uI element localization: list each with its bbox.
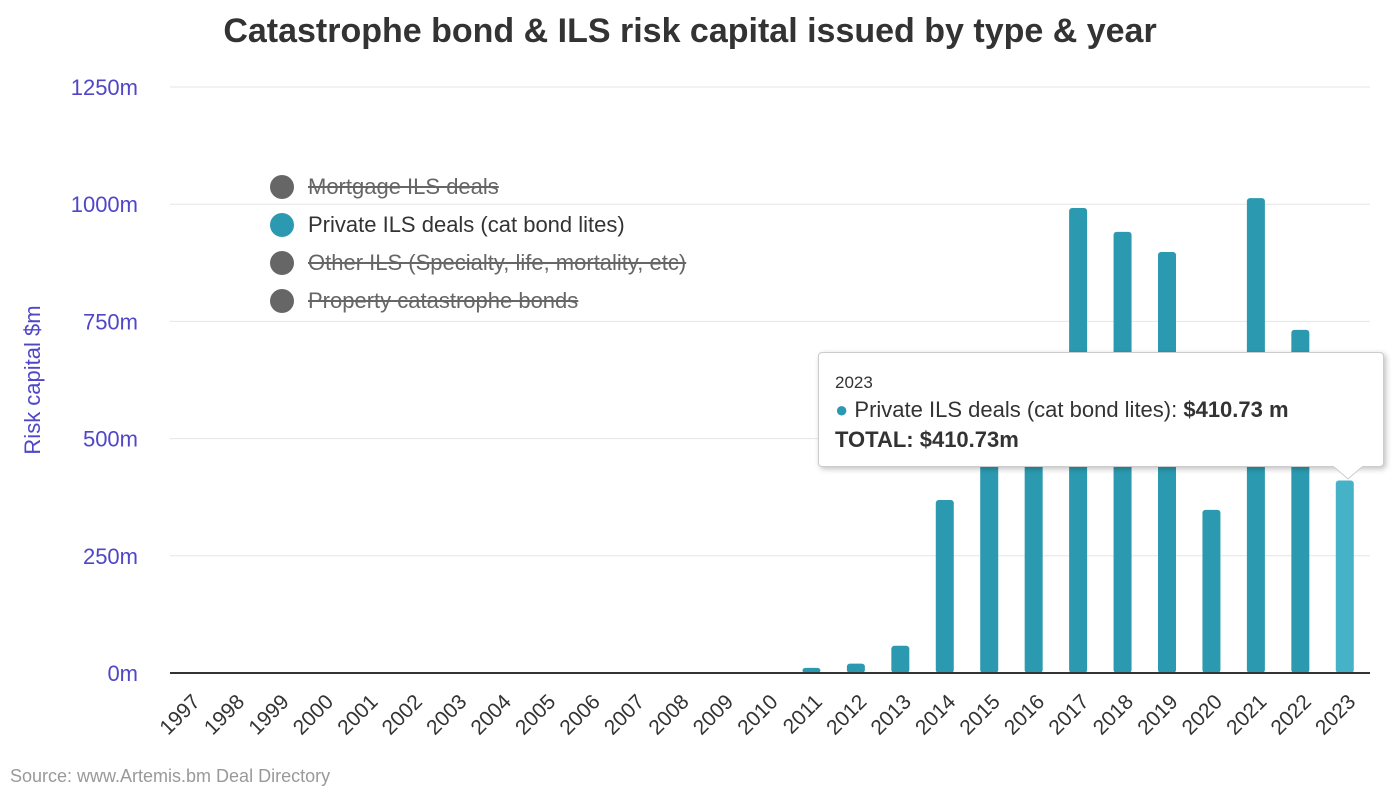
tooltip-series-value: $410.73 m — [1183, 397, 1289, 422]
legend-label: Property catastrophe bonds — [308, 288, 579, 313]
x-tick-label: 2011 — [779, 690, 827, 738]
legend-item[interactable]: Property catastrophe bonds — [270, 282, 686, 320]
x-tick-label: 2016 — [1000, 690, 1049, 739]
chart-title: Catastrophe bond & ILS risk capital issu… — [223, 12, 1157, 50]
x-tick-label: 2020 — [1178, 690, 1227, 739]
x-tick-label: 2000 — [289, 690, 338, 739]
x-tick-label: 2010 — [733, 690, 782, 739]
source-credit[interactable]: Source: www.Artemis.bm Deal Directory — [10, 766, 331, 786]
x-tick-label: 2022 — [1267, 690, 1316, 739]
x-tick-label: 2001 — [333, 690, 382, 739]
tooltip-year: 2023 — [835, 373, 873, 392]
x-tick-label: 1998 — [200, 690, 249, 739]
x-tick-label: 2015 — [955, 690, 1004, 739]
legend-marker-icon — [270, 213, 294, 237]
y-tick-label: 750m — [83, 309, 138, 334]
tooltip: 2023 ● Private ILS deals (cat bond lites… — [818, 352, 1384, 467]
legend: Mortgage ILS deals Private ILS deals (cat… — [270, 168, 686, 320]
tooltip-dot-icon: ● — [835, 397, 855, 422]
x-tick-label: 2002 — [378, 690, 427, 739]
tooltip-series-line: ● Private ILS deals (cat bond lites): $4… — [835, 397, 1367, 423]
tooltip-total: TOTAL: $410.73m — [835, 427, 1019, 452]
bar-2013[interactable] — [891, 645, 910, 673]
legend-item[interactable]: Private ILS deals (cat bond lites) — [270, 206, 686, 244]
tooltip-pointer — [1333, 466, 1363, 480]
x-tick-label: 2012 — [822, 690, 871, 739]
legend-item[interactable]: Mortgage ILS deals — [270, 168, 686, 206]
y-tick-label: 1250m — [71, 75, 138, 100]
x-tick-label: 2004 — [467, 690, 517, 740]
legend-item[interactable]: Other ILS (Specialty, life, mortality, e… — [270, 244, 686, 282]
x-tick-label: 2007 — [600, 690, 649, 739]
bar-2020[interactable] — [1202, 509, 1221, 673]
bar-2012[interactable] — [846, 663, 865, 673]
y-tick-label: 0m — [107, 661, 138, 686]
bar-2014[interactable] — [935, 500, 954, 673]
legend-marker-icon — [270, 289, 294, 313]
x-tick-label: 2018 — [1089, 690, 1138, 739]
legend-label: Private ILS deals (cat bond lites) — [308, 212, 625, 237]
bar-2011[interactable] — [802, 667, 821, 673]
legend-marker-icon — [270, 175, 294, 199]
y-tick-label: 1000m — [71, 192, 138, 217]
x-tick-label: 2019 — [1133, 690, 1182, 739]
y-axis-label: Risk capital $m — [20, 305, 45, 454]
x-tick-label: 2021 — [1222, 690, 1271, 739]
x-tick-label: 2017 — [1044, 690, 1093, 739]
x-tick-label: 2006 — [555, 690, 604, 739]
tooltip-series-label: Private ILS deals (cat bond lites): — [854, 397, 1184, 422]
bar-2023[interactable] — [1335, 480, 1354, 673]
x-tick-label: 2008 — [644, 690, 693, 739]
x-tick-label: 1997 — [155, 690, 204, 739]
x-tick-label: 2014 — [911, 690, 961, 740]
legend-marker-icon — [270, 251, 294, 275]
x-tick-label: 2005 — [511, 690, 560, 739]
x-tick-label: 2009 — [689, 690, 738, 739]
legend-label: Mortgage ILS deals — [308, 174, 499, 199]
x-tick-label: 2003 — [422, 690, 471, 739]
x-tick-label: 2013 — [867, 690, 916, 739]
y-tick-label: 250m — [83, 544, 138, 569]
y-tick-label: 500m — [83, 427, 138, 452]
bar-2015[interactable] — [980, 452, 999, 673]
legend-label: Other ILS (Specialty, life, mortality, e… — [308, 250, 687, 275]
x-tick-label: 2023 — [1311, 690, 1360, 739]
x-tick-label: 1999 — [244, 690, 293, 739]
